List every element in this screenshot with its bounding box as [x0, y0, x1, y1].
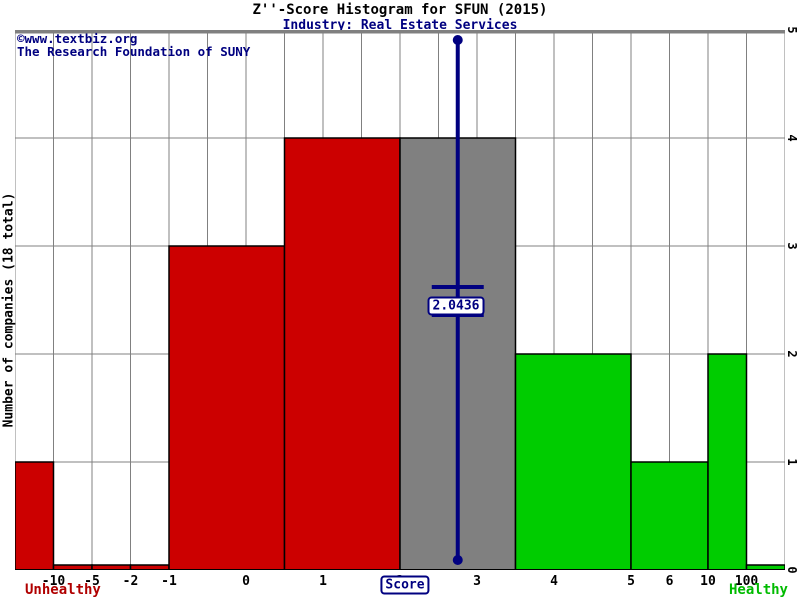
- y-tick-label: 3: [785, 242, 799, 250]
- watermark-line-2: The Research Foundation of SUNY: [17, 44, 251, 59]
- x-axis-title-badge: Score: [380, 575, 430, 595]
- histogram-bar: [514, 353, 632, 570]
- histogram-bar: [168, 245, 286, 570]
- x-tick-label: -1: [161, 574, 177, 589]
- histogram-bar: [630, 461, 709, 570]
- x-tick-label: 3: [473, 574, 481, 589]
- unhealthy-label: Unhealthy: [25, 582, 101, 598]
- plot-top-border: [15, 30, 785, 34]
- score-marker-bottom-dot: [452, 555, 463, 565]
- histogram-bar: [707, 353, 748, 570]
- y-tick-label: 0: [785, 566, 799, 574]
- x-tick-label: 6: [665, 574, 674, 589]
- score-marker-top-dot: [452, 35, 463, 45]
- y-tick-label: 1: [785, 458, 799, 466]
- x-tick-label: 5: [627, 574, 635, 589]
- marker-value-label: 2.0436: [427, 296, 485, 316]
- x-tick-label: 100: [734, 574, 759, 589]
- x-tick-label: 10: [700, 574, 716, 589]
- x-tick-label: -2: [122, 574, 139, 589]
- x-tick-label: 4: [550, 574, 558, 589]
- histogram-bar: [283, 137, 401, 570]
- y-tick-label: 2: [785, 350, 799, 358]
- healthy-label: Healthy: [728, 582, 788, 598]
- x-tick-label: 1: [319, 574, 327, 589]
- x-axis-ticks: -10-5-2-1012345610100: [0, 574, 800, 590]
- histogram-bar: [15, 461, 55, 570]
- y-axis-label: Number of companies (18 total): [1, 192, 17, 428]
- y-tick-label: 4: [785, 134, 799, 142]
- chart-subtitle: Industry: Real Estate Services: [282, 18, 518, 33]
- histogram-bar: [745, 564, 785, 570]
- plot-area: [15, 30, 785, 570]
- watermark-line-1: ©www.textbiz.org: [17, 31, 138, 46]
- y-tick-label: 5: [785, 26, 799, 34]
- x-tick-label: -10: [41, 574, 66, 589]
- chart-title: Z''-Score Histogram for SFUN (2015): [252, 2, 548, 18]
- x-tick-label: -5: [84, 574, 100, 589]
- watermark: ©www.textbiz.org The Research Foundation…: [17, 32, 250, 58]
- x-tick-label: 0: [242, 574, 250, 589]
